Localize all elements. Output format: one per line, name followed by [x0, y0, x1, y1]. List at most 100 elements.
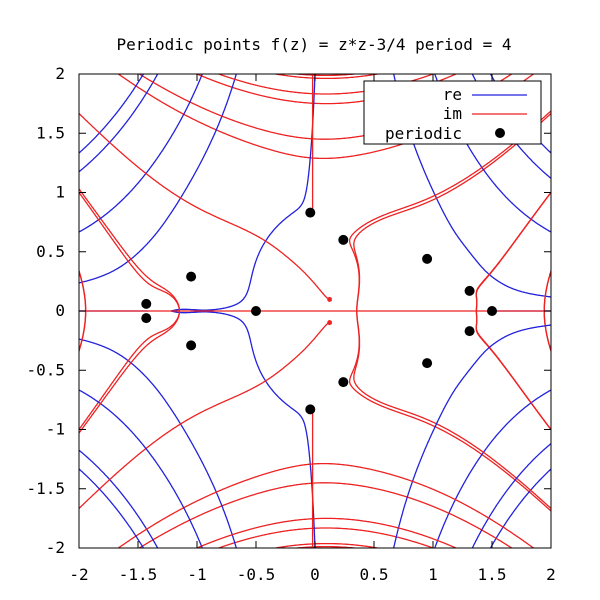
- y-tick-label: 0.5: [36, 242, 65, 261]
- im-contour-line: [196, 517, 458, 548]
- im-contour-line: [117, 547, 119, 548]
- legend-label-im: im: [443, 104, 462, 123]
- x-tick-label: -0.5: [237, 565, 276, 584]
- im-contour-line: [79, 508, 80, 510]
- im-contour-line: [79, 112, 80, 114]
- re-contour-line: [79, 389, 204, 548]
- x-axis-ticks: -2 -1.5 -1 -0.5 0 0.5 1 1.5 2: [69, 74, 556, 584]
- re-contour-line: [236, 74, 237, 75]
- periodic-point: [305, 207, 316, 218]
- im-contour-line: [117, 74, 119, 75]
- re-contour-line: [79, 74, 237, 284]
- x-tick-label: 0: [310, 565, 320, 584]
- chart-title: Periodic points f(z) = z*z-3/4 period = …: [117, 35, 512, 54]
- re-contour-line: [315, 56, 316, 75]
- periodic-point: [141, 313, 152, 324]
- y-tick-label: 1: [55, 183, 65, 202]
- im-contour-line: [550, 508, 551, 510]
- im-contour-line: [348, 110, 551, 509]
- re-contour-line: [550, 546, 551, 548]
- re-contour-line: [79, 232, 80, 233]
- legend-label-periodic: periodic: [385, 124, 462, 143]
- im-contour-line: [475, 191, 551, 430]
- im-contour-line: [550, 429, 551, 431]
- re-contour-line: [79, 389, 80, 390]
- re-contour-line: [550, 468, 551, 469]
- im-contour-line: [216, 527, 434, 548]
- x-tick-label: 0.5: [360, 565, 389, 584]
- im-contour-line: [271, 74, 276, 75]
- re-contour-line: [550, 547, 551, 548]
- re-contour-line: [550, 74, 551, 76]
- x-tick-label: -2: [69, 565, 88, 584]
- re-contour-line: [315, 548, 316, 567]
- re-contour-line: [471, 547, 473, 548]
- re-contour-line: [157, 547, 159, 548]
- im-contour-line: [543, 271, 551, 354]
- re-contour-line: [471, 442, 551, 548]
- re-contour-line: [79, 547, 80, 548]
- im-contour-line: [543, 268, 551, 351]
- periodic-point: [487, 306, 497, 316]
- im-contour-line: [271, 547, 276, 548]
- im-contour-line: [291, 545, 355, 548]
- re-contour-line: [434, 389, 551, 548]
- im-contour-line: [348, 113, 551, 512]
- periodic-point: [338, 234, 349, 245]
- periodic-point: [186, 340, 197, 351]
- im-contour-line: [79, 319, 333, 509]
- re-contour-line: [79, 74, 159, 173]
- re-contour-line: [393, 324, 551, 548]
- re-contour-line: [79, 74, 80, 75]
- x-tick-label: -1: [187, 565, 206, 584]
- legend-swatch-periodic: [495, 128, 505, 138]
- im-contour-line: [511, 547, 513, 548]
- periodic-point: [186, 271, 197, 282]
- re-contour-line: [79, 468, 145, 548]
- im-contour-line: [550, 350, 551, 353]
- im-contour-line: [511, 74, 513, 75]
- im-contour-line: [196, 74, 458, 105]
- im-contour-line: [354, 547, 361, 548]
- y-tick-label: 1.5: [36, 123, 65, 142]
- re-contour-line: [79, 74, 204, 233]
- im-contour-line: [138, 482, 513, 548]
- im-contour-line: [79, 187, 181, 430]
- re-contour-line: [79, 338, 237, 548]
- re-contour-line: [393, 547, 394, 548]
- x-tick-label: 1.5: [478, 565, 507, 584]
- im-contour-line: [550, 112, 551, 114]
- im-contour-line: [354, 74, 361, 75]
- periodic-point: [141, 298, 152, 309]
- legend-label-re: re: [443, 85, 462, 104]
- legend: re im periodic: [363, 80, 542, 145]
- y-tick-label: -0.5: [26, 360, 65, 379]
- re-contour-line: [550, 74, 551, 75]
- re-contour-line: [471, 74, 473, 75]
- re-contour-line: [236, 547, 237, 548]
- re-contour-line: [550, 389, 551, 390]
- re-contour-line: [489, 468, 551, 548]
- re-contour-line: [550, 153, 551, 154]
- im-contour-line: [291, 74, 355, 77]
- y-tick-label: -1: [46, 420, 65, 439]
- im-contour-line: [79, 113, 333, 303]
- re-contour-line: [79, 153, 80, 154]
- re-contour-line: [157, 74, 159, 75]
- periodic-points: [141, 207, 497, 415]
- y-tick-label: 2: [55, 64, 65, 83]
- im-contour-line: [275, 74, 381, 80]
- x-tick-label: 1: [428, 565, 438, 584]
- re-contour-line: [393, 74, 394, 75]
- legend-box: [363, 80, 542, 145]
- im-contour-line: [275, 542, 381, 548]
- periodic-point: [464, 326, 475, 337]
- im-contour-line: [79, 271, 87, 354]
- im-contour-line: [433, 547, 435, 548]
- y-tick-label: -1.5: [26, 479, 65, 498]
- periodic-point: [338, 377, 349, 388]
- periodic-point: [422, 358, 433, 369]
- im-contour-line: [195, 74, 197, 75]
- im-contour-line: [195, 547, 197, 548]
